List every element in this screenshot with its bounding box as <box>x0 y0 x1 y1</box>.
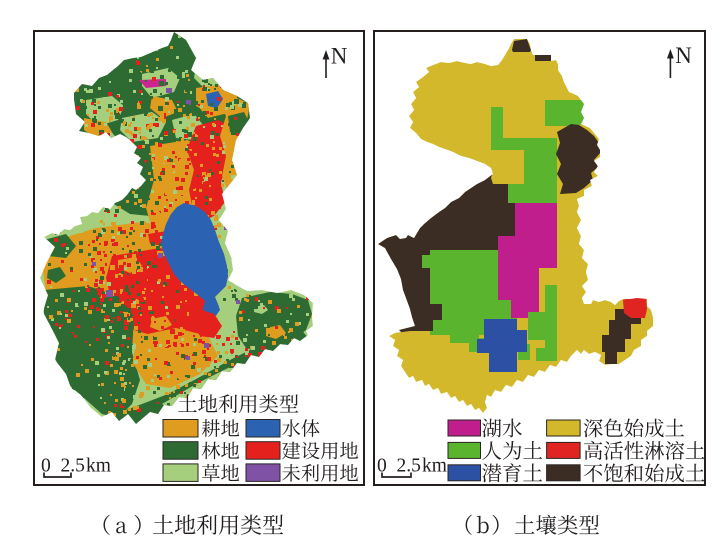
svg-text:0 2.5: 0 2.5 <box>377 456 421 477</box>
svg-text:0 2.5: 0 2.5 <box>41 456 85 477</box>
svg-text:km: km <box>86 456 111 477</box>
svg-text:km: km <box>422 456 447 477</box>
svg-text:N: N <box>331 44 348 69</box>
svg-text:N: N <box>675 43 692 68</box>
